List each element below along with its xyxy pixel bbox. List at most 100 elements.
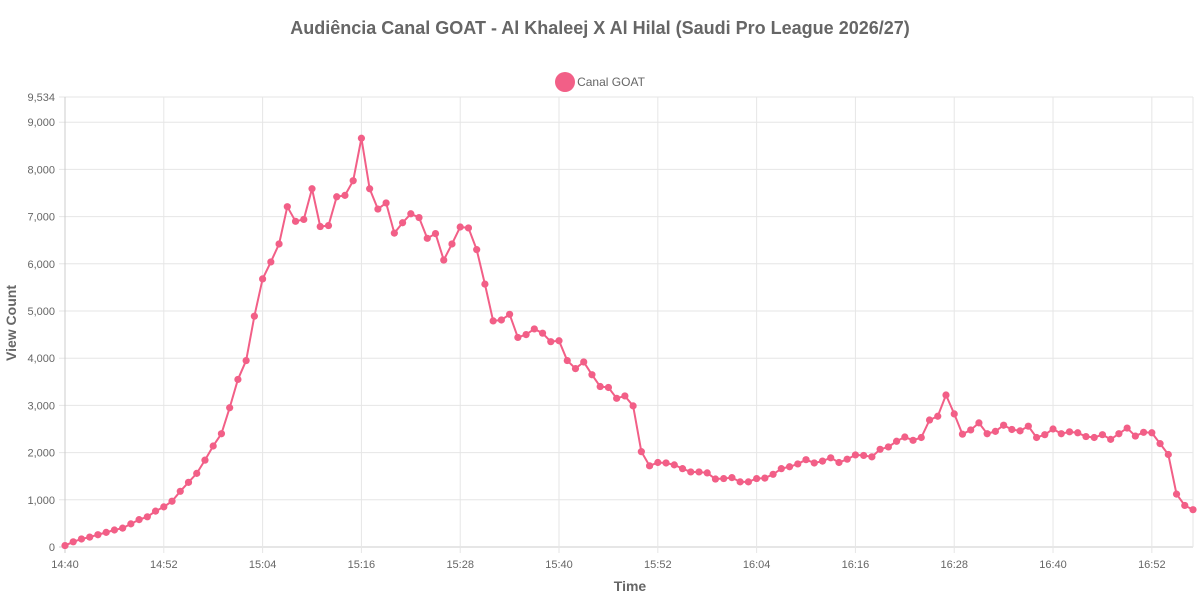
data-point[interactable] [654, 458, 662, 467]
data-point[interactable] [259, 275, 267, 283]
data-point[interactable] [876, 445, 884, 453]
data-point[interactable] [629, 402, 637, 410]
data-point[interactable] [1090, 433, 1098, 442]
data-point[interactable] [300, 215, 308, 224]
data-point[interactable] [571, 364, 580, 373]
data-point[interactable] [975, 419, 983, 427]
data-point[interactable] [522, 331, 530, 339]
data-point[interactable] [777, 465, 785, 473]
data-point[interactable] [291, 217, 300, 225]
data-point[interactable] [234, 375, 242, 384]
data-point[interactable] [1098, 431, 1107, 439]
data-point[interactable] [366, 185, 374, 193]
data-point[interactable] [127, 520, 135, 528]
data-point[interactable] [695, 468, 703, 476]
data-point[interactable] [769, 470, 777, 478]
data-point[interactable] [925, 416, 934, 424]
data-point[interactable] [687, 468, 695, 476]
data-point[interactable] [349, 177, 357, 185]
data-point[interactable] [851, 451, 860, 459]
data-point[interactable] [818, 457, 827, 465]
chart-legend[interactable]: Canal GOAT [0, 72, 1200, 92]
data-point[interactable] [678, 465, 687, 473]
data-point[interactable] [753, 474, 761, 483]
data-point[interactable] [497, 316, 505, 324]
data-point[interactable] [382, 199, 390, 207]
data-point[interactable] [283, 203, 291, 211]
data-point[interactable] [711, 475, 720, 483]
data-point[interactable] [538, 329, 547, 337]
data-point[interactable] [892, 437, 901, 445]
data-point[interactable] [1148, 429, 1156, 437]
data-point[interactable] [942, 391, 950, 399]
data-point[interactable] [464, 224, 473, 232]
data-point[interactable] [242, 356, 250, 365]
data-point[interactable] [1024, 422, 1032, 430]
data-point[interactable] [555, 337, 563, 345]
data-point[interactable] [917, 433, 925, 442]
data-point[interactable] [1164, 450, 1172, 459]
data-point[interactable] [481, 280, 489, 288]
data-point[interactable] [530, 325, 538, 333]
data-point[interactable] [868, 453, 876, 461]
data-point[interactable] [110, 526, 118, 534]
data-point[interactable] [61, 541, 69, 550]
data-point[interactable] [160, 503, 168, 511]
data-point[interactable] [324, 221, 333, 230]
data-point[interactable] [456, 223, 464, 231]
data-point[interactable] [1008, 425, 1016, 434]
data-point[interactable] [604, 383, 613, 392]
data-point[interactable] [448, 240, 456, 248]
data-point[interactable] [645, 462, 654, 470]
data-point[interactable] [423, 234, 431, 242]
data-point[interactable] [596, 382, 604, 391]
data-point[interactable] [407, 210, 415, 218]
data-point[interactable] [143, 513, 151, 521]
data-point[interactable] [1016, 427, 1024, 435]
data-point[interactable] [991, 427, 999, 435]
data-point[interactable] [94, 531, 102, 539]
data-point[interactable] [1000, 421, 1008, 429]
data-point[interactable] [563, 356, 571, 365]
data-point[interactable] [736, 478, 744, 486]
data-point[interactable] [958, 430, 967, 438]
data-point[interactable] [275, 240, 283, 248]
data-point[interactable] [1082, 432, 1090, 441]
data-point[interactable] [119, 524, 127, 532]
data-point[interactable] [69, 538, 77, 546]
data-point[interactable] [1057, 430, 1065, 438]
data-point[interactable] [333, 193, 341, 201]
data-point[interactable] [1181, 501, 1189, 510]
data-point[interactable] [168, 497, 176, 505]
data-point[interactable] [662, 459, 670, 467]
data-point[interactable] [1049, 425, 1057, 433]
data-point[interactable] [1131, 432, 1139, 440]
data-point[interactable] [1123, 424, 1131, 432]
data-point[interactable] [761, 474, 769, 482]
data-point[interactable] [785, 463, 794, 471]
data-point[interactable] [1032, 433, 1041, 442]
data-point[interactable] [1115, 430, 1123, 438]
data-point[interactable] [440, 256, 448, 264]
data-point[interactable] [728, 474, 736, 482]
data-point[interactable] [431, 230, 440, 238]
data-point[interactable] [250, 312, 258, 320]
data-point[interactable] [77, 535, 86, 543]
data-point[interactable] [209, 442, 217, 450]
data-point[interactable] [1156, 440, 1164, 448]
data-point[interactable] [1041, 431, 1049, 439]
data-point[interactable] [884, 443, 892, 451]
data-point[interactable] [390, 229, 398, 237]
data-point[interactable] [950, 410, 958, 418]
data-point[interactable] [1172, 490, 1181, 498]
data-point[interactable] [1107, 435, 1115, 443]
data-point[interactable] [835, 458, 843, 467]
data-point[interactable] [720, 474, 728, 483]
data-point[interactable] [901, 433, 909, 441]
data-point[interactable] [703, 469, 711, 477]
data-point[interactable] [102, 528, 110, 536]
data-point[interactable] [1140, 428, 1148, 436]
data-point[interactable] [670, 461, 678, 469]
data-point[interactable] [341, 191, 349, 199]
data-point[interactable] [588, 371, 596, 379]
